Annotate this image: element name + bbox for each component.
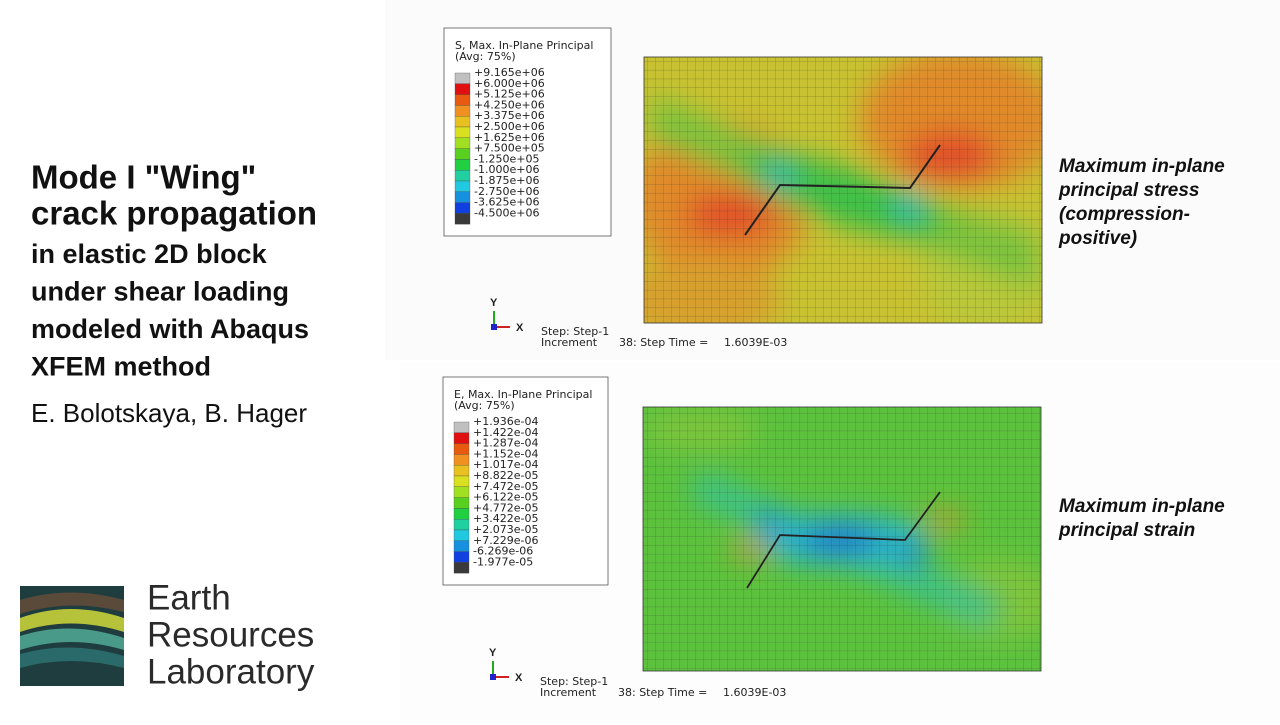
legend-label: +8.822e-05: [473, 469, 538, 482]
legend-swatch: [453, 551, 470, 563]
legend-label: +1.152e-04: [473, 447, 538, 460]
legend-label: -1.250e+05: [474, 152, 539, 165]
legend-label: +2.073e-05: [473, 523, 538, 536]
legend-avg: (Avg: 75%): [455, 50, 516, 63]
logo-text: Earth: [147, 578, 231, 617]
legend-swatch: [454, 105, 471, 117]
legend-title: S, Max. In-Plane Principal: [455, 39, 593, 52]
legend-title: E, Max. In-Plane Principal: [454, 388, 592, 401]
title-line: crack propagation: [31, 195, 317, 232]
legend-swatch: [453, 529, 470, 541]
legend-label: +4.250e+06: [474, 98, 545, 111]
legend-label: -6.269e-06: [473, 545, 533, 558]
legend-avg: (Avg: 75%): [454, 399, 515, 412]
legend-swatch: [454, 116, 471, 128]
legend-label: -3.625e+06: [474, 196, 539, 209]
step-label: Step: Step-1: [540, 675, 608, 688]
caption-line: principal stress: [1058, 180, 1199, 201]
legend-swatch: [454, 202, 471, 214]
legend-swatch: [453, 562, 470, 574]
legend-swatch: [453, 497, 470, 509]
legend-label: +1.017e-04: [473, 458, 538, 471]
legend-label: +3.375e+06: [474, 109, 545, 122]
legend-label: +1.422e-04: [473, 426, 538, 439]
legend-label: +3.422e-05: [473, 512, 538, 525]
increment-value: 38: Step Time =: [619, 336, 708, 349]
legend-swatch: [453, 475, 470, 487]
subtitle-line: modeled with Abaqus: [31, 314, 309, 344]
subtitle-line: XFEM method: [31, 352, 211, 382]
legend-swatch: [454, 159, 471, 171]
legend-label: +6.122e-05: [473, 491, 538, 504]
legend-swatch: [453, 486, 470, 498]
legend-box: [443, 27, 612, 237]
axis-x-label: X: [515, 672, 523, 684]
authors: E. Bolotskaya, B. Hager: [31, 398, 307, 428]
legend-label: -1.875e+06: [474, 174, 539, 187]
step-time: 1.6039E-03: [723, 686, 786, 699]
increment-label: Increment: [541, 336, 598, 349]
caption-line: (compression-: [1059, 204, 1190, 225]
logo-text: Laboratory: [147, 652, 315, 691]
caption-line: Maximum in-plane: [1059, 156, 1225, 177]
legend-swatch: [453, 540, 470, 552]
legend-swatch: [454, 137, 471, 149]
logo-text: Resources: [147, 615, 314, 654]
legend-swatch: [453, 421, 470, 433]
legend-label: -2.750e+06: [474, 185, 539, 198]
legend-label: -1.000e+06: [474, 163, 539, 176]
caption-line: positive): [1058, 228, 1137, 249]
legend-swatch: [454, 83, 471, 95]
legend-swatch: [453, 443, 470, 455]
increment-label: Increment: [540, 686, 597, 699]
caption-line: Maximum in-plane: [1059, 496, 1225, 517]
legend-swatch: [454, 94, 471, 106]
logo-mark: [20, 586, 124, 686]
legend-label: +2.500e+06: [474, 120, 545, 133]
legend-label: +5.125e+06: [474, 88, 545, 101]
legend-label: +6.000e+06: [474, 77, 545, 90]
axis-y-label: Y: [489, 647, 497, 659]
legend-label: +7.500e+05: [474, 142, 545, 155]
legend-swatch: [454, 180, 471, 192]
subtitle-line: in elastic 2D block: [31, 239, 268, 269]
legend-swatch: [454, 148, 471, 160]
legend-swatch: [453, 454, 470, 466]
legend-swatch: [454, 72, 471, 84]
legend-swatch: [454, 191, 471, 203]
legend-swatch: [453, 508, 470, 520]
legend-label: +7.472e-05: [473, 480, 538, 493]
legend-swatch: [454, 213, 471, 225]
legend-swatch: [454, 126, 471, 138]
caption-line: principal strain: [1058, 520, 1195, 541]
legend-label: +4.772e-05: [473, 501, 538, 514]
legend-label: +1.287e-04: [473, 437, 538, 450]
legend-swatch: [453, 432, 470, 444]
step-time: 1.6039E-03: [724, 336, 787, 349]
axis-x-label: X: [516, 322, 524, 334]
legend-label: -1.977e-05: [473, 555, 533, 568]
increment-value: 38: Step Time =: [618, 686, 707, 699]
strain-contour: [643, 407, 1041, 671]
legend-swatch: [453, 465, 470, 477]
legend-swatch: [454, 170, 471, 182]
axis-origin: [490, 674, 496, 680]
subtitle-line: under shear loading: [31, 277, 289, 307]
legend-box: [442, 376, 609, 586]
axis-origin: [491, 324, 497, 330]
legend-label: +1.625e+06: [474, 131, 545, 144]
legend-label: +1.936e-04: [473, 415, 538, 428]
legend-label: -4.500e+06: [474, 206, 539, 219]
legend-label: +9.165e+06: [474, 66, 545, 79]
step-label: Step: Step-1: [541, 325, 609, 338]
stress-contour: [644, 57, 1042, 323]
legend-label: +7.229e-06: [473, 534, 538, 547]
title-line: Mode I "Wing": [31, 159, 256, 196]
axis-y-label: Y: [490, 297, 498, 309]
legend-swatch: [453, 519, 470, 531]
